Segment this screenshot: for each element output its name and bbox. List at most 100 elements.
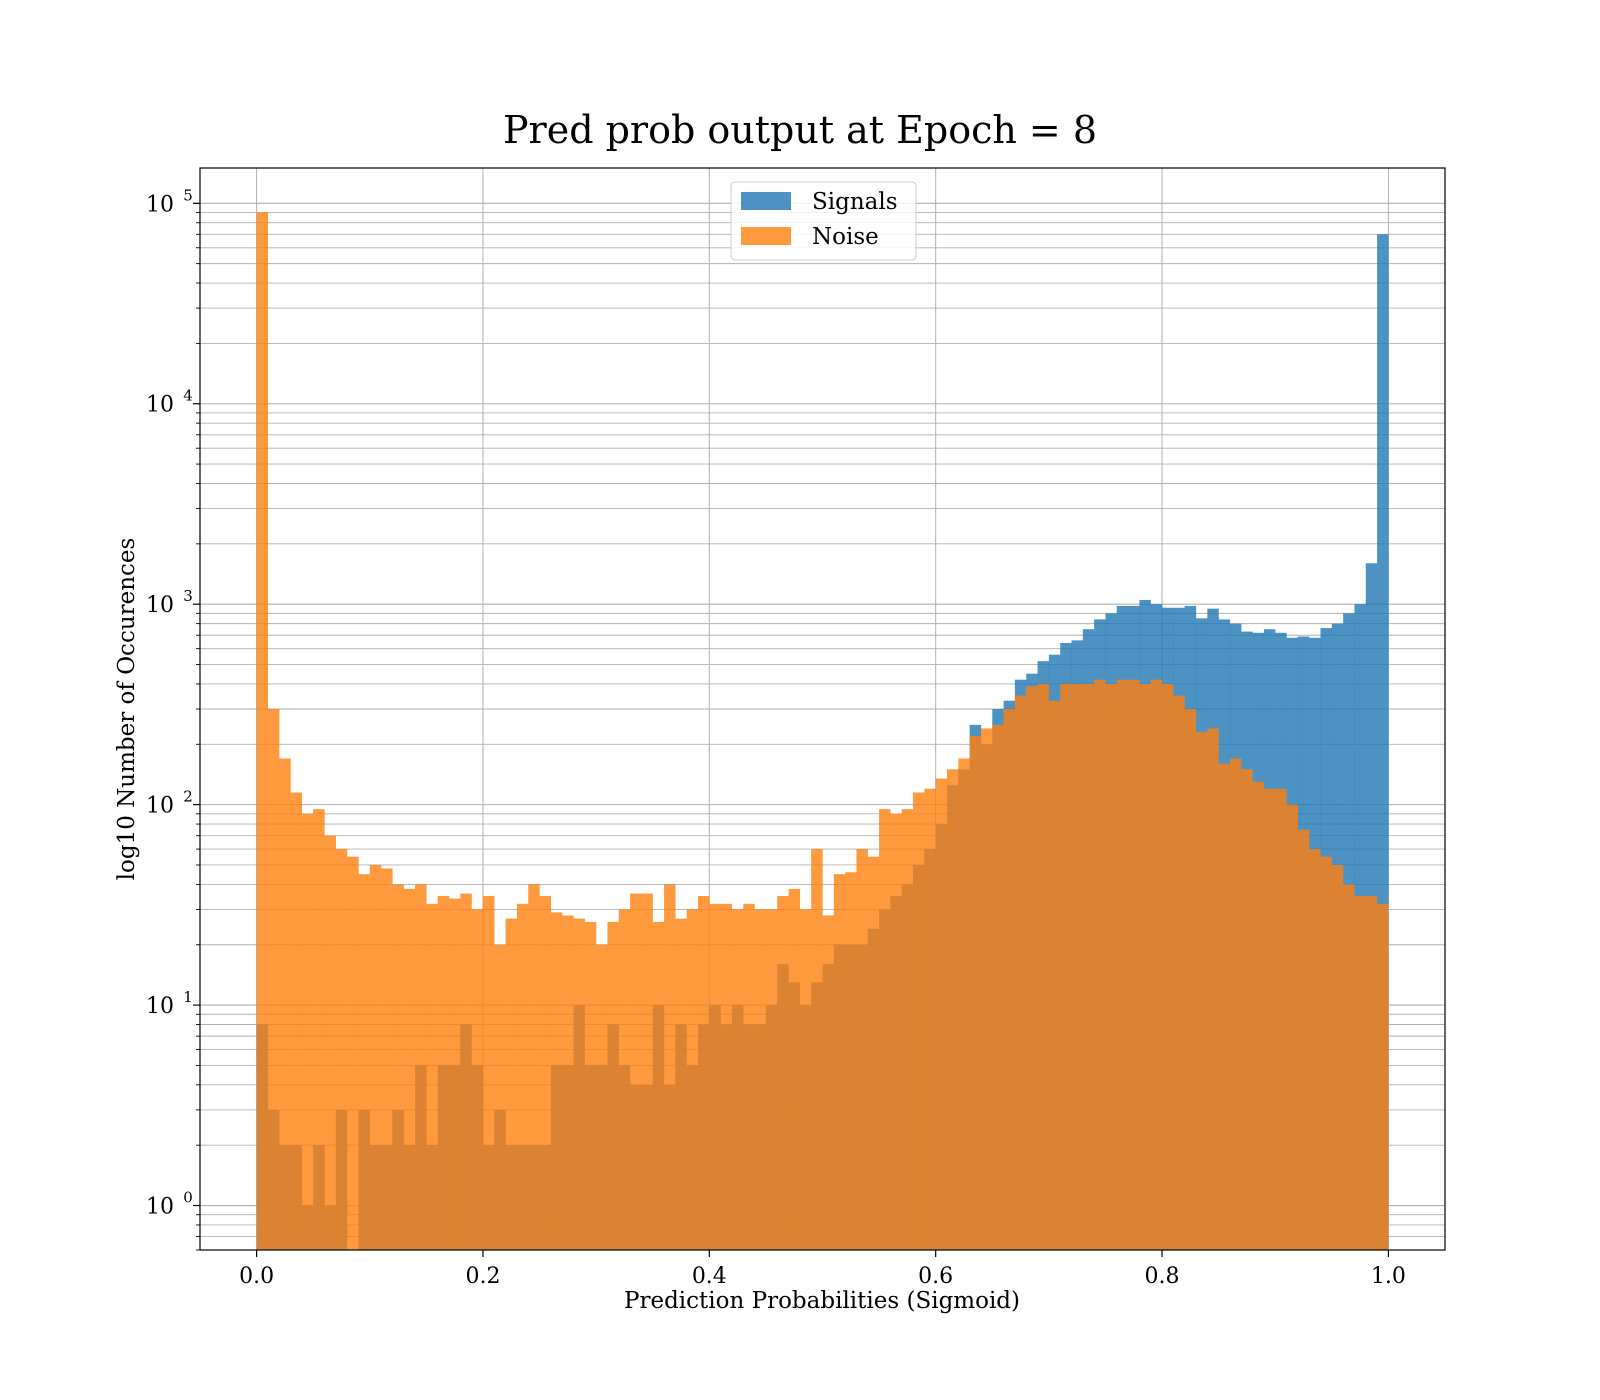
y-axis-ticks: 10 0 10 1 10 2 10 3 10 4 10 5	[146, 186, 200, 1251]
bar-noise	[947, 769, 959, 1250]
bar-noise	[573, 918, 585, 1250]
bar-noise	[630, 893, 642, 1250]
y-tick-label: 10	[146, 994, 174, 1019]
bar-noise	[596, 944, 608, 1250]
y-tick-exponent: 0	[183, 1189, 193, 1207]
y-tick-exponent: 4	[183, 387, 193, 405]
bar-noise	[1297, 829, 1310, 1250]
bar-noise	[856, 849, 868, 1250]
bar-noise	[1320, 856, 1332, 1250]
bar-noise	[1286, 804, 1299, 1250]
bar-noise	[799, 909, 812, 1250]
bar-noise	[1218, 763, 1231, 1250]
bar-noise	[1173, 695, 1185, 1250]
y-tick-label: 10	[146, 192, 174, 217]
bar-noise	[528, 884, 540, 1250]
bar-noise	[675, 918, 687, 1250]
bar-noise	[1162, 683, 1174, 1250]
bar-noise	[562, 915, 574, 1250]
bar-noise	[1150, 679, 1163, 1250]
bar-noise	[845, 872, 857, 1250]
x-tick-label: 1.0	[1371, 1264, 1406, 1289]
x-axis-ticks: 0.0 0.2 0.4 0.6 0.8 1.0	[239, 1250, 1406, 1289]
bar-noise	[607, 921, 619, 1250]
bar-noise	[743, 903, 755, 1250]
chart-title: Pred prob output at Epoch = 8	[503, 108, 1097, 152]
bar-noise	[482, 896, 495, 1250]
bar-noise	[980, 728, 993, 1250]
x-tick-label: 0.0	[239, 1264, 274, 1289]
bar-noise	[879, 809, 891, 1250]
bar-noise	[788, 888, 801, 1250]
bar-noise	[279, 758, 291, 1250]
bar-noise	[516, 903, 529, 1250]
bar-noise	[471, 909, 484, 1250]
bar-noise	[867, 856, 880, 1250]
bar-noise	[1014, 695, 1027, 1250]
y-tick-label: 10	[146, 1195, 174, 1220]
bar-noise	[1139, 683, 1151, 1250]
legend-label-noise: Noise	[812, 224, 879, 250]
bar-noise	[1207, 728, 1219, 1250]
bar-noise	[709, 903, 721, 1250]
bar-noise	[822, 915, 834, 1250]
bar-noise	[437, 896, 450, 1250]
bar-noise	[381, 868, 393, 1250]
bar-noise	[1082, 683, 1095, 1250]
y-tick-exponent: 2	[183, 788, 193, 806]
bar-noise	[1184, 709, 1197, 1250]
y-tick-exponent: 5	[183, 186, 193, 204]
bar-noise	[1026, 686, 1038, 1250]
bar-noise	[369, 864, 382, 1250]
bar-noise	[584, 921, 597, 1250]
x-axis-label: Prediction Probabilities (Sigmoid)	[624, 1288, 1020, 1314]
x-tick-label: 0.2	[465, 1264, 500, 1289]
bar-noise	[618, 909, 631, 1250]
bar-noise	[1003, 709, 1016, 1250]
bar-noise	[969, 735, 982, 1250]
bar-noise	[290, 792, 303, 1250]
bar-noise	[415, 884, 427, 1250]
x-tick-label: 0.4	[692, 1264, 727, 1289]
legend-label-signals: Signals	[812, 189, 898, 215]
series-noise-bars	[256, 212, 1389, 1251]
bar-noise	[1116, 679, 1129, 1250]
bar-noise	[1331, 864, 1344, 1250]
bar-noise	[754, 909, 767, 1250]
bar-noise	[460, 893, 472, 1250]
bar-noise	[358, 874, 370, 1250]
legend-swatch-signals	[741, 192, 791, 210]
y-tick-exponent: 3	[183, 587, 193, 605]
bar-noise	[505, 918, 518, 1250]
bar-noise	[777, 896, 789, 1250]
legend-swatch-noise	[741, 227, 791, 245]
bar-noise	[958, 758, 970, 1250]
bar-noise	[664, 884, 676, 1250]
bar-noise	[324, 835, 336, 1250]
bar-noise	[426, 903, 438, 1250]
bar-noise	[1094, 679, 1106, 1250]
bar-noise	[1048, 700, 1061, 1250]
legend: Signals Noise	[730, 181, 917, 261]
bar-noise	[1377, 903, 1389, 1250]
bar-noise	[698, 896, 710, 1250]
y-tick-label: 10	[146, 593, 174, 618]
bar-noise	[449, 898, 461, 1250]
bar-noise	[1354, 896, 1366, 1250]
bar-noise	[720, 903, 733, 1250]
bar-noise	[301, 813, 314, 1250]
y-tick-exponent: 1	[183, 988, 193, 1006]
bar-noise	[256, 212, 269, 1251]
bar-noise	[494, 944, 506, 1250]
bar-noise	[652, 921, 665, 1250]
bar-noise	[924, 788, 936, 1250]
bar-noise	[1241, 769, 1253, 1250]
y-axis-label: log10 Number of Occurences	[114, 538, 140, 881]
bar-noise	[1037, 683, 1050, 1250]
x-tick-label: 0.6	[918, 1264, 953, 1289]
bar-noise	[550, 912, 563, 1250]
bar-noise	[539, 896, 552, 1250]
bar-noise	[403, 888, 416, 1250]
bar-noise	[1343, 884, 1355, 1250]
